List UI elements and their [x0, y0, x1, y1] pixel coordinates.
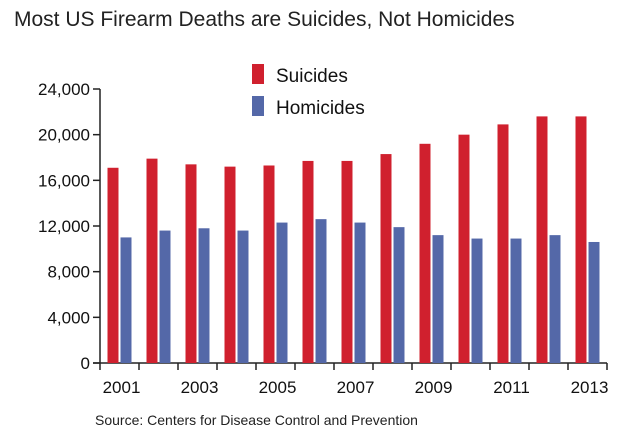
x-tick-label: 2003 [181, 378, 219, 397]
suicides-bar [419, 143, 431, 363]
y-tick-label: 24,000 [38, 80, 90, 99]
suicides-bar [224, 166, 236, 363]
y-tick-label: 16,000 [38, 171, 90, 190]
suicides-bar [146, 158, 158, 363]
legend-label-suicides: Suicides [276, 66, 348, 87]
suicides-bar [107, 167, 119, 363]
suicides-bar [536, 116, 548, 364]
homicides-bar [393, 227, 405, 363]
y-tick-label: 20,000 [38, 126, 90, 145]
x-tick-label: 2013 [571, 378, 609, 397]
chart-title: Most US Firearm Deaths are Suicides, Not… [14, 8, 515, 31]
x-tick-label: 2009 [415, 378, 453, 397]
legend-swatch-homicides [252, 96, 264, 116]
y-tick-label: 4,000 [47, 308, 90, 327]
homicides-bar [120, 237, 132, 363]
suicides-bar [380, 154, 392, 363]
legend-swatch-suicides [252, 64, 264, 84]
y-tick-label: 12,000 [38, 217, 90, 236]
homicides-bar [549, 235, 561, 363]
homicides-bar [432, 235, 444, 363]
suicides-bar [185, 164, 197, 363]
suicides-bar [497, 124, 509, 364]
homicides-bar [471, 238, 483, 363]
homicides-bar [588, 241, 600, 363]
suicides-bar [341, 160, 353, 363]
y-tick-label: 8,000 [47, 263, 90, 282]
homicides-bar [159, 230, 171, 363]
suicides-bar [302, 160, 314, 363]
homicides-bar [354, 222, 366, 363]
homicides-bar [198, 228, 210, 363]
homicides-bar [276, 222, 288, 363]
suicides-bar [263, 165, 275, 363]
homicides-bar [237, 230, 249, 363]
suicides-bar [575, 116, 587, 364]
legend-label-homicides: Homicides [276, 98, 365, 119]
suicides-bar [458, 134, 470, 363]
x-tick-label: 2007 [337, 378, 375, 397]
x-tick-label: 2001 [103, 378, 141, 397]
homicides-bar [510, 238, 522, 363]
x-tick-label: 2011 [493, 378, 530, 397]
x-tick-label: 2005 [259, 378, 297, 397]
y-tick-label: 0 [81, 354, 90, 373]
homicides-bar [315, 219, 327, 363]
source-note: Source: Centers for Disease Control and … [95, 412, 418, 428]
